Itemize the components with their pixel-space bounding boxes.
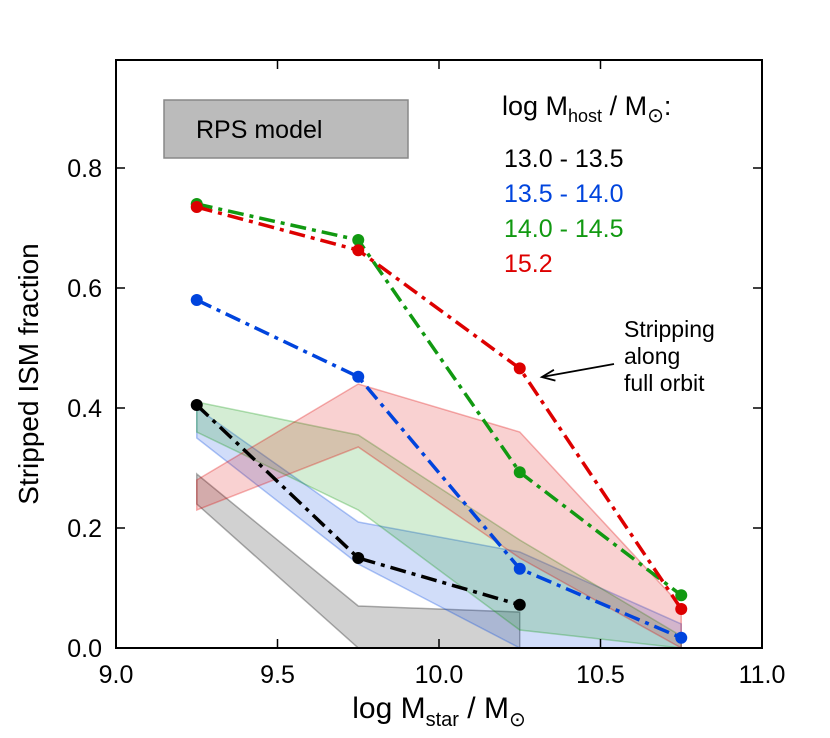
y-tick-label: 0.2 — [67, 515, 102, 543]
data-point — [190, 399, 203, 411]
x-tick-label: 10.5 — [576, 661, 625, 689]
annotation-arrow — [541, 363, 615, 378]
x-axis-label: log Mstar / M⊙ — [352, 692, 525, 731]
legend-title-main: log M — [502, 91, 568, 121]
legend-entry: 13.5 - 14.0 — [504, 180, 624, 208]
data-point — [190, 201, 203, 213]
model-legend: RPS model — [163, 99, 409, 159]
data-point — [513, 562, 526, 575]
x-axis-label-sun: ⊙ — [509, 709, 526, 731]
y-axis-label: Stripped ISM fraction — [13, 243, 44, 504]
data-point — [352, 552, 365, 564]
annotation-text: Stripping — [624, 316, 715, 342]
data-point — [675, 631, 688, 644]
x-tick-label: 11.0 — [739, 661, 786, 689]
x-axis-label-main: log M — [352, 692, 425, 725]
legend-entry: 15.2 — [504, 250, 553, 278]
axis-ticks: 9.0 9.5 10.0 10.5 11.0 0.0 0.2 0.4 0.6 0.8 — [67, 60, 785, 689]
legend-entries: 13.0 - 13.5 13.5 - 14.0 14.0 - 14.5 15.2 — [504, 145, 624, 278]
model-legend-swatch — [163, 99, 409, 159]
legend: log Mhost / M⊙: 13.0 - 13.5 13.5 - 14.0 14… — [502, 91, 671, 278]
series-line — [195, 298, 682, 640]
data-point — [190, 294, 203, 306]
y-tick-label: 0.0 — [67, 635, 102, 663]
data-point — [352, 370, 365, 383]
x-tick-label: 10.0 — [415, 661, 464, 689]
legend-title-end: : — [664, 91, 672, 121]
data-point — [675, 603, 688, 615]
data-point — [675, 589, 688, 602]
x-tick-label: 9.0 — [99, 661, 134, 689]
data-point — [513, 598, 526, 611]
data-point — [513, 466, 526, 479]
y-tick-label: 0.4 — [67, 395, 102, 423]
model-legend-label: RPS model — [196, 116, 322, 144]
legend-title-sun: ⊙ — [647, 105, 664, 127]
legend-title-tail: / M — [602, 91, 647, 121]
x-axis-label-tail: / M — [459, 692, 509, 725]
y-tick-label: 0.8 — [67, 155, 102, 183]
x-tick-label: 9.5 — [260, 661, 295, 689]
annotation-text: along — [624, 343, 680, 369]
series-line — [196, 202, 683, 597]
annotation-arrowhead — [539, 369, 556, 382]
annotation-text: full orbit — [624, 370, 705, 396]
series-line — [196, 205, 683, 610]
legend-entry: 13.0 - 13.5 — [504, 145, 624, 173]
data-point — [352, 234, 365, 246]
data-point — [352, 244, 365, 257]
x-axis-label-sub: star — [426, 709, 460, 731]
series-line — [195, 403, 521, 607]
series-lines — [190, 198, 688, 644]
legend-title: log Mhost / M⊙: — [502, 91, 671, 127]
legend-title-sub: host — [568, 106, 602, 126]
y-tick-label: 0.6 — [67, 275, 102, 303]
data-point — [513, 362, 526, 375]
legend-entry: 14.0 - 14.5 — [504, 215, 624, 243]
